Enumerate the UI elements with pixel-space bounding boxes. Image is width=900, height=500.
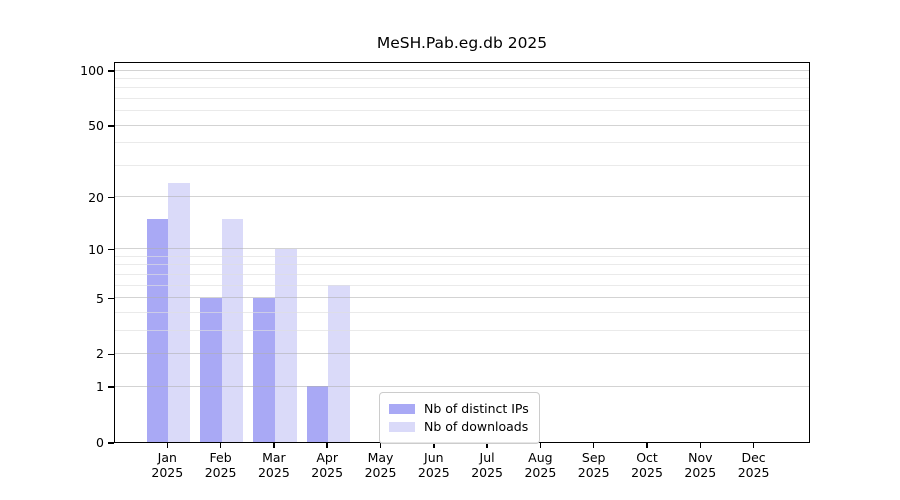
x-tick-mark-mar xyxy=(273,443,275,448)
x-tick-label-jan: Jan 2025 xyxy=(151,450,184,480)
gridline-minor-8 xyxy=(115,264,809,266)
x-tick-mark-aug xyxy=(539,443,542,448)
x-tick-mark-jan xyxy=(166,443,169,448)
gridline-major-5 xyxy=(115,297,809,299)
legend-swatch-downloads xyxy=(389,422,415,432)
legend-item-downloads: Nb of downloads xyxy=(389,419,529,435)
y-tick-mark-50 xyxy=(108,125,114,127)
y-tick-label-100: 100 xyxy=(80,63,104,79)
gridline-minor-30 xyxy=(115,164,809,166)
x-tick-label-feb: Feb 2025 xyxy=(204,450,237,480)
x-tick-mark-sep xyxy=(592,443,595,448)
gridline-minor-4 xyxy=(115,311,809,313)
plot-area: Nb of distinct IPs Nb of downloads xyxy=(114,62,810,444)
x-tick-label-oct: Oct 2025 xyxy=(631,450,663,480)
x-tick-mark-feb xyxy=(219,443,222,448)
y-tick-mark-2 xyxy=(108,353,114,356)
y-tick-label-1: 1 xyxy=(96,379,104,395)
x-tick-label-jul: Jul 2025 xyxy=(471,450,503,480)
y-tick-mark-5 xyxy=(108,297,114,300)
x-tick-mark-jul xyxy=(486,443,488,448)
x-tick-label-nov: Nov 2025 xyxy=(684,450,717,480)
gridline-major-2 xyxy=(115,352,809,354)
x-tick-label-sep: Sep 2025 xyxy=(577,450,610,480)
gridline-minor-60 xyxy=(115,110,809,112)
bar-downloads-apr xyxy=(328,285,350,442)
x-tick-mark-jun xyxy=(433,443,435,448)
legend-swatch-distinct-ips xyxy=(389,404,415,414)
bar-distinct-ips-mar xyxy=(253,297,275,442)
gridline-minor-80 xyxy=(115,87,809,89)
bar-downloads-mar xyxy=(274,248,297,442)
y-tick-mark-0 xyxy=(108,442,114,444)
gridline-minor-6 xyxy=(115,284,809,286)
x-tick-label-apr: Apr 2025 xyxy=(311,450,344,480)
x-tick-label-jun: Jun 2025 xyxy=(417,450,450,480)
legend-label-distinct-ips: Nb of distinct IPs xyxy=(424,401,529,416)
x-tick-label-aug: Aug 2025 xyxy=(524,450,557,480)
gridline-minor-90 xyxy=(115,77,809,79)
gridline-minor-7 xyxy=(115,273,809,275)
gridline-major-1 xyxy=(115,385,809,387)
x-tick-mark-nov xyxy=(699,443,702,448)
bar-distinct-ips-feb xyxy=(199,297,222,442)
y-tick-label-0: 0 xyxy=(96,435,104,450)
x-tick-mark-may xyxy=(379,443,382,448)
y-tick-mark-20 xyxy=(108,196,114,199)
gridline-minor-40 xyxy=(115,142,809,144)
y-tick-mark-100 xyxy=(108,70,114,72)
y-tick-label-2: 2 xyxy=(96,346,104,362)
gridline-major-50 xyxy=(115,124,809,126)
legend-label-downloads: Nb of downloads xyxy=(424,419,529,434)
gridline-minor-9 xyxy=(115,255,809,257)
x-tick-mark-oct xyxy=(646,443,648,448)
gridline-major-10 xyxy=(115,248,809,250)
gridline-major-20 xyxy=(115,196,809,198)
legend: Nb of distinct IPs Nb of downloads xyxy=(379,392,540,444)
x-tick-mark-dec xyxy=(752,443,755,448)
legend-item-distinct-ips: Nb of distinct IPs xyxy=(389,401,529,417)
x-tick-label-dec: Dec 2025 xyxy=(737,450,770,480)
gridline-minor-70 xyxy=(115,97,809,99)
y-tick-mark-1 xyxy=(108,386,114,388)
y-tick-label-20: 20 xyxy=(88,189,104,205)
y-tick-label-10: 10 xyxy=(88,241,104,257)
chart-title: MeSH.Pab.eg.db 2025 xyxy=(376,34,548,52)
bar-distinct-ips-apr xyxy=(306,386,329,442)
x-tick-label-may: May 2025 xyxy=(364,450,397,480)
y-tick-label-5: 5 xyxy=(96,290,104,306)
x-tick-label-mar: Mar 2025 xyxy=(257,450,290,480)
y-tick-mark-10 xyxy=(108,248,114,251)
gridline-minor-3 xyxy=(115,329,809,331)
x-tick-mark-apr xyxy=(326,443,328,448)
y-tick-label-50: 50 xyxy=(88,118,104,134)
gridline-major-100 xyxy=(115,69,809,71)
